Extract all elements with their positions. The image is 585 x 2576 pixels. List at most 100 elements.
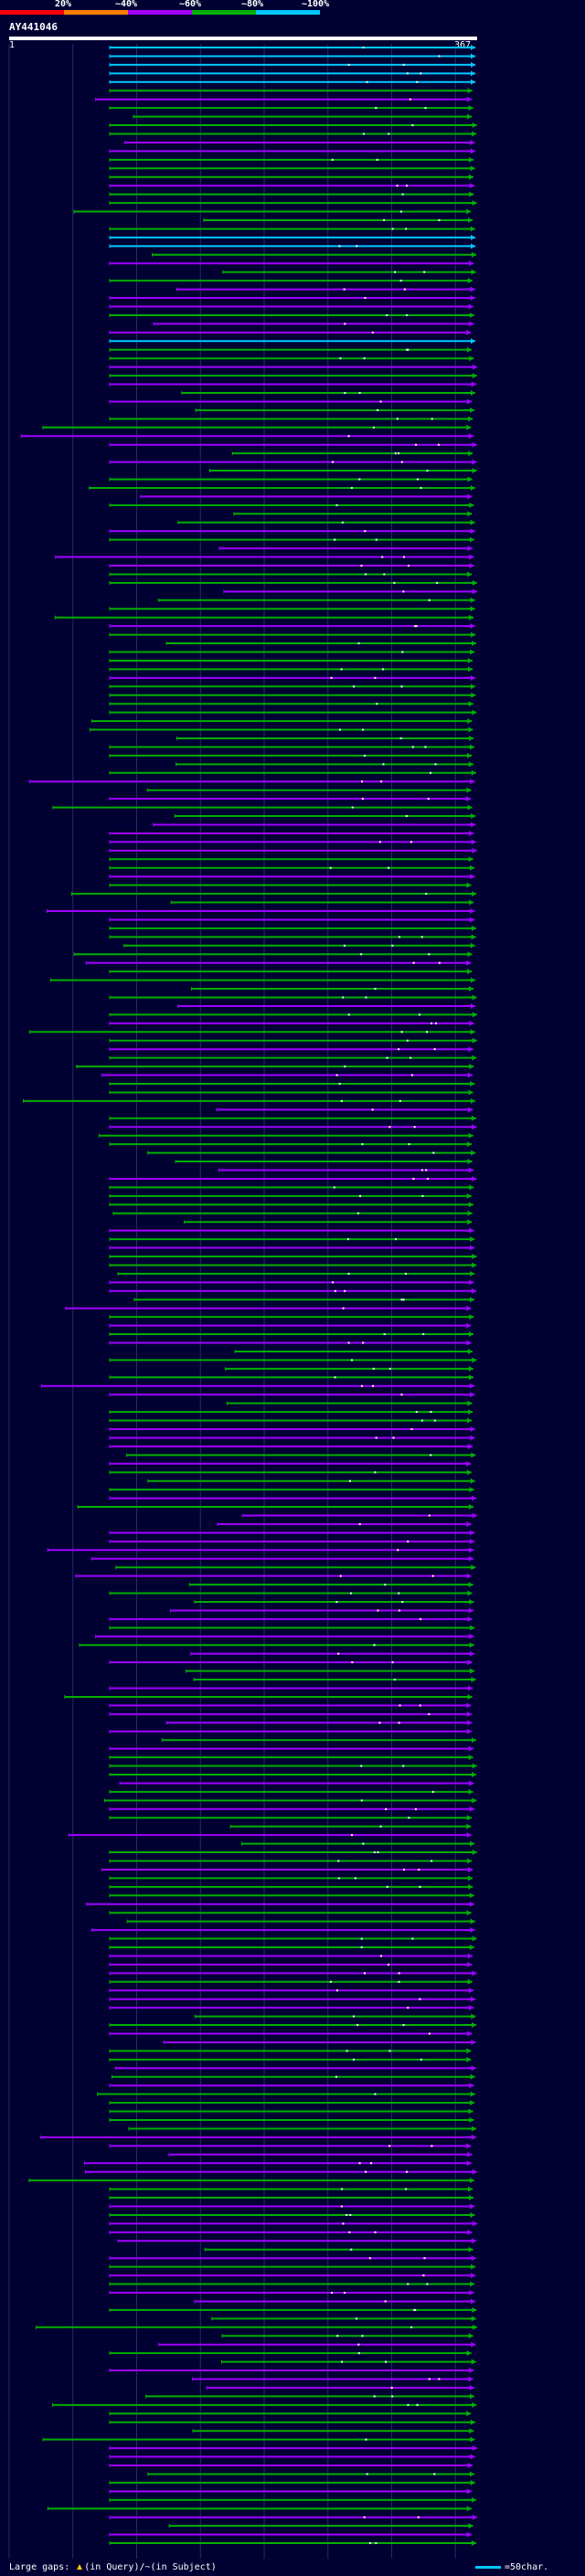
hit-row[interactable] xyxy=(109,1530,474,1536)
hit-row[interactable] xyxy=(77,1504,473,1511)
hit-row[interactable] xyxy=(109,874,475,880)
hit-row[interactable] xyxy=(109,183,474,189)
hit-row[interactable] xyxy=(109,1322,472,1329)
hit-row[interactable] xyxy=(109,769,476,776)
hit-row[interactable] xyxy=(175,1159,473,1165)
hit-row[interactable] xyxy=(109,1227,474,1234)
hit-row[interactable] xyxy=(109,2108,473,2115)
hit-row[interactable] xyxy=(109,917,474,923)
hit-row[interactable] xyxy=(109,1625,475,1631)
hit-row[interactable] xyxy=(109,2117,474,2123)
hit-row[interactable] xyxy=(123,942,475,949)
hit-row[interactable] xyxy=(109,1970,477,1977)
hit-row[interactable] xyxy=(109,398,472,405)
hit-row[interactable] xyxy=(109,882,472,888)
hit-row[interactable] xyxy=(109,701,473,707)
hit-row[interactable] xyxy=(109,312,474,318)
hit-row[interactable] xyxy=(176,286,475,292)
hit-row[interactable] xyxy=(98,1132,473,1139)
hit-row[interactable] xyxy=(109,709,477,716)
hit-row[interactable] xyxy=(109,2273,475,2279)
hit-row[interactable] xyxy=(114,2065,476,2072)
hit-row[interactable] xyxy=(109,1996,476,2002)
hit-row[interactable] xyxy=(109,1487,474,1493)
hit-row[interactable] xyxy=(109,2229,473,2235)
hit-row[interactable] xyxy=(70,891,477,897)
hit-row[interactable] xyxy=(168,2151,473,2157)
hit-row[interactable] xyxy=(145,2393,474,2400)
hit-row[interactable] xyxy=(194,1599,474,1605)
hit-row[interactable] xyxy=(109,165,475,172)
hit-row[interactable] xyxy=(218,546,473,552)
hit-row[interactable] xyxy=(109,148,475,154)
hit-row[interactable] xyxy=(109,1945,474,1950)
hit-row[interactable] xyxy=(147,2471,474,2477)
hit-row[interactable] xyxy=(84,2160,472,2167)
hit-row[interactable] xyxy=(109,1254,477,1259)
hit-row[interactable] xyxy=(233,511,473,517)
hit-row[interactable] xyxy=(109,1460,472,1467)
hit-row[interactable] xyxy=(231,451,473,457)
hit-row[interactable] xyxy=(109,1245,474,1251)
hit-row[interactable] xyxy=(109,364,477,370)
hit-row[interactable] xyxy=(218,1167,473,1173)
hit-row[interactable] xyxy=(109,864,475,871)
hit-row[interactable] xyxy=(109,200,477,207)
hit-row[interactable] xyxy=(22,1097,475,1104)
hit-row[interactable] xyxy=(117,1270,475,1277)
hit-row[interactable] xyxy=(203,217,473,223)
hit-row[interactable] xyxy=(52,804,473,811)
hit-row[interactable] xyxy=(115,1564,476,1571)
hit-row[interactable] xyxy=(109,2540,476,2547)
hit-row[interactable] xyxy=(36,2324,477,2330)
hit-row[interactable] xyxy=(109,2048,472,2054)
hit-row[interactable] xyxy=(109,174,473,180)
hit-row[interactable] xyxy=(109,2454,475,2460)
hit-row[interactable] xyxy=(109,684,475,690)
hit-row[interactable] xyxy=(109,2368,474,2374)
hit-row[interactable] xyxy=(109,1806,474,1812)
hit-row[interactable] xyxy=(109,1046,473,1053)
hit-row[interactable] xyxy=(40,2134,476,2140)
hit-row[interactable] xyxy=(109,1961,473,1967)
hit-row[interactable] xyxy=(109,1443,473,1449)
hit-row[interactable] xyxy=(220,2359,476,2365)
hit-row[interactable] xyxy=(181,390,475,396)
hit-row[interactable] xyxy=(190,1650,474,1657)
hit-row[interactable] xyxy=(177,1002,476,1009)
hit-row[interactable] xyxy=(109,1141,472,1148)
hit-row[interactable] xyxy=(103,1797,477,1804)
hit-row[interactable] xyxy=(163,2039,476,2045)
hit-row[interactable] xyxy=(109,1935,477,1942)
hit-row[interactable] xyxy=(109,1850,477,1856)
hit-row[interactable] xyxy=(73,208,472,215)
hit-row[interactable] xyxy=(109,1081,475,1087)
hit-row[interactable] xyxy=(126,1452,476,1458)
hit-row[interactable] xyxy=(242,1512,477,1519)
hit-row[interactable] xyxy=(89,726,473,733)
hit-row[interactable] xyxy=(109,1175,477,1182)
hit-row[interactable] xyxy=(109,563,474,568)
hit-row[interactable] xyxy=(109,606,475,612)
hit-row[interactable] xyxy=(133,113,473,120)
hit-row[interactable] xyxy=(109,1538,474,1544)
hit-row[interactable] xyxy=(133,1297,474,1303)
hit-row[interactable] xyxy=(194,2013,476,2019)
hit-row[interactable] xyxy=(64,1693,473,1700)
hit-row[interactable] xyxy=(54,614,474,620)
hit-row[interactable] xyxy=(119,1780,474,1786)
hit-row[interactable] xyxy=(165,641,477,647)
hit-row[interactable] xyxy=(109,1685,473,1691)
hit-row[interactable] xyxy=(109,1055,477,1061)
hit-row[interactable] xyxy=(109,1875,473,1882)
hit-row[interactable] xyxy=(65,1305,472,1311)
hit-row[interactable] xyxy=(190,986,473,992)
hit-row[interactable] xyxy=(109,2290,474,2295)
hit-row[interactable] xyxy=(109,156,473,163)
hit-row[interactable] xyxy=(109,416,473,422)
hit-row[interactable] xyxy=(109,338,475,345)
hit-row[interactable] xyxy=(109,295,475,302)
hit-row[interactable] xyxy=(229,1823,472,1829)
hit-row[interactable] xyxy=(124,139,475,145)
hit-row[interactable] xyxy=(109,1788,473,1795)
